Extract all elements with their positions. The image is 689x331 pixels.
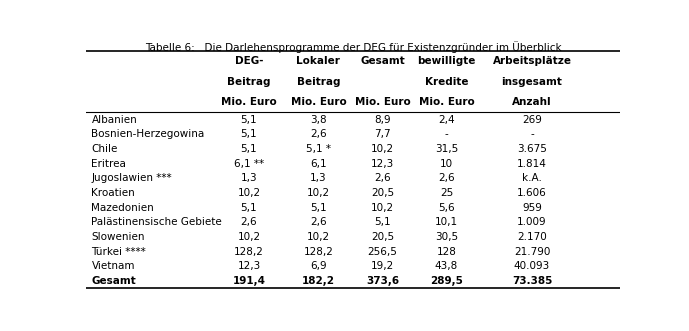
Text: 2,4: 2,4 [438,115,455,125]
Text: Chile: Chile [92,144,118,154]
Text: 1.009: 1.009 [517,217,547,227]
Text: 5,1: 5,1 [240,115,257,125]
Text: 2,6: 2,6 [374,173,391,183]
Text: 959: 959 [522,203,542,213]
Text: 21.790: 21.790 [514,247,551,257]
Text: 7,7: 7,7 [374,129,391,139]
Text: 3,8: 3,8 [310,115,327,125]
Text: Mio. Euro: Mio. Euro [221,97,277,107]
Text: insgesamt: insgesamt [502,77,562,87]
Text: k.A.: k.A. [522,173,542,183]
Text: 5,1: 5,1 [374,217,391,227]
Text: 10,2: 10,2 [307,188,330,198]
Text: 10,2: 10,2 [371,144,394,154]
Text: 40.093: 40.093 [514,261,550,271]
Text: 20,5: 20,5 [371,188,394,198]
Text: Beitrag: Beitrag [297,77,340,87]
Text: 5,1: 5,1 [240,203,257,213]
Text: 31,5: 31,5 [435,144,458,154]
Text: 10,1: 10,1 [435,217,458,227]
Text: Anzahl: Anzahl [512,97,552,107]
Text: 8,9: 8,9 [374,115,391,125]
Text: Slowenien: Slowenien [92,232,145,242]
Text: 2,6: 2,6 [310,129,327,139]
Text: 19,2: 19,2 [371,261,394,271]
Text: 30,5: 30,5 [435,232,458,242]
Text: 128,2: 128,2 [234,247,264,257]
Text: 73.385: 73.385 [512,276,552,286]
Text: 5,1 *: 5,1 * [306,144,331,154]
Text: Albanien: Albanien [92,115,137,125]
Text: Mio. Euro: Mio. Euro [419,97,475,107]
Text: 191,4: 191,4 [232,276,265,286]
Text: Kredite: Kredite [425,77,469,87]
Text: Vietnam: Vietnam [92,261,135,271]
Text: Eritrea: Eritrea [92,159,126,169]
Text: Mio. Euro: Mio. Euro [355,97,411,107]
Text: 6,1: 6,1 [310,159,327,169]
Text: 10,2: 10,2 [307,232,330,242]
Text: DEG-: DEG- [235,56,263,67]
Text: 2,6: 2,6 [240,217,257,227]
Text: 289,5: 289,5 [430,276,463,286]
Text: 269: 269 [522,115,542,125]
Text: 5,1: 5,1 [240,129,257,139]
Text: -: - [530,129,534,139]
Text: 1,3: 1,3 [240,173,257,183]
Text: 10,2: 10,2 [238,232,260,242]
Text: Gesamt: Gesamt [360,56,405,67]
Text: Jugoslawien ***: Jugoslawien *** [92,173,172,183]
Text: Mio. Euro: Mio. Euro [291,97,347,107]
Text: 256,5: 256,5 [367,247,398,257]
Text: Beitrag: Beitrag [227,77,271,87]
Text: 373,6: 373,6 [366,276,399,286]
Text: 182,2: 182,2 [302,276,335,286]
Text: 20,5: 20,5 [371,232,394,242]
Text: 10,2: 10,2 [238,188,260,198]
Text: Arbeitsplätze: Arbeitsplätze [493,56,571,67]
Text: 43,8: 43,8 [435,261,458,271]
Text: 5,6: 5,6 [438,203,455,213]
Text: 10: 10 [440,159,453,169]
Text: 128: 128 [437,247,457,257]
Text: 10,2: 10,2 [371,203,394,213]
Text: 1.814: 1.814 [517,159,547,169]
Text: Gesamt: Gesamt [92,276,136,286]
Text: -: - [444,129,449,139]
Text: 2,6: 2,6 [310,217,327,227]
Text: 5,1: 5,1 [310,203,327,213]
Text: 1.606: 1.606 [517,188,547,198]
Text: Palästinensische Gebiete: Palästinensische Gebiete [92,217,223,227]
Text: Bosnien-Herzegowina: Bosnien-Herzegowina [92,129,205,139]
Text: 1,3: 1,3 [310,173,327,183]
Text: 12,3: 12,3 [371,159,394,169]
Text: Mazedonien: Mazedonien [92,203,154,213]
Text: 5,1: 5,1 [240,144,257,154]
Text: Kroatien: Kroatien [92,188,135,198]
Text: 2,6: 2,6 [438,173,455,183]
Text: Türkei ****: Türkei **** [92,247,146,257]
Text: Lokaler: Lokaler [296,56,340,67]
Text: 2.170: 2.170 [517,232,547,242]
Text: 6,9: 6,9 [310,261,327,271]
Text: bewilligte: bewilligte [418,56,475,67]
Text: Tabelle 6:   Die Darlehensprogramme der DEG für Existenzgründer im Überblick: Tabelle 6: Die Darlehensprogramme der DE… [145,41,562,53]
Text: 128,2: 128,2 [303,247,333,257]
Text: 3.675: 3.675 [517,144,547,154]
Text: 6,1 **: 6,1 ** [234,159,264,169]
Text: 25: 25 [440,188,453,198]
Text: 12,3: 12,3 [238,261,260,271]
